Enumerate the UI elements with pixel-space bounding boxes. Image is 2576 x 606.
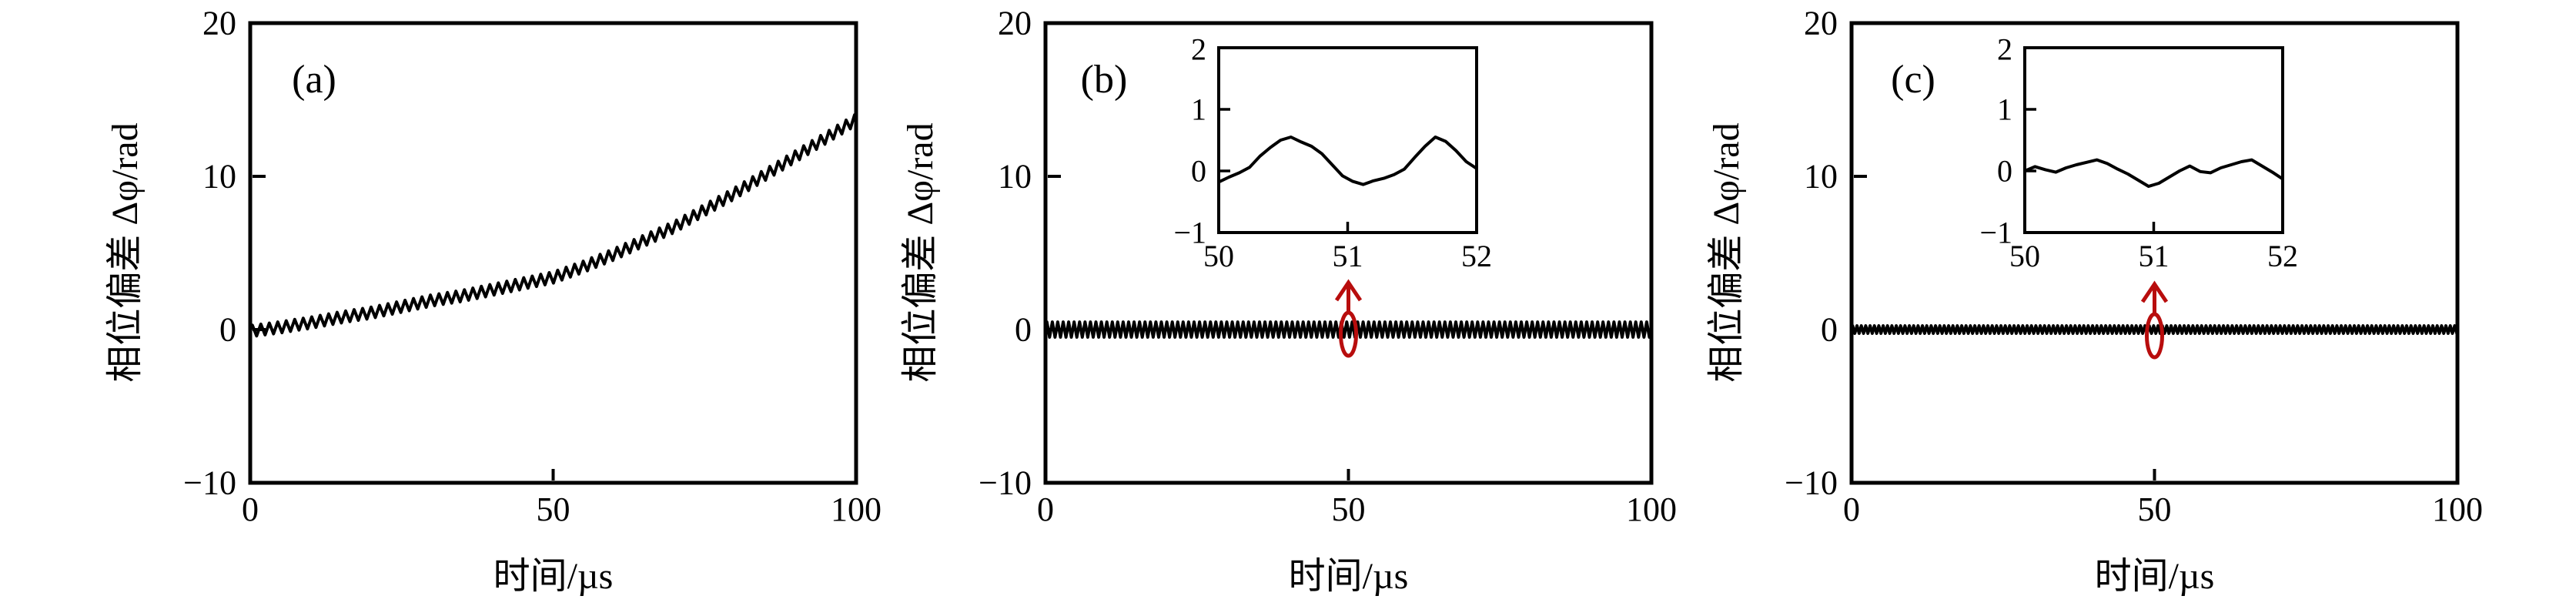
- ytick-label: −10: [1785, 464, 1838, 502]
- inset-xtick-label: 50: [2009, 239, 2040, 273]
- inset-xtick-label: 51: [2139, 239, 2170, 273]
- inset-xtick-label: 50: [1203, 239, 1234, 273]
- inset-frame: [2023, 46, 2284, 234]
- zoom-annotation-b: [1334, 279, 1363, 358]
- y-axis-title: 相位偏差 Δφ/rad: [105, 122, 146, 382]
- inset-ytick-label: 1: [1997, 92, 2012, 127]
- xtick-label: 0: [1843, 490, 1860, 528]
- panel-label-b: (b): [1081, 58, 1128, 102]
- panel-label-c: (c): [1891, 58, 1935, 102]
- ytick-label: 20: [998, 5, 1032, 42]
- panel-b-frame: [1043, 21, 1654, 485]
- inset-ytick-label: −1: [1979, 216, 2012, 250]
- panel-c-curve: [1850, 324, 2459, 335]
- inset-xtick-label: 51: [1333, 239, 1363, 273]
- ytick-label: 0: [1821, 311, 1838, 349]
- panel-label-a: (a): [292, 58, 336, 102]
- panel-b-curve: [1044, 320, 1653, 339]
- x-axis-title: 时间/µs: [2095, 556, 2215, 597]
- xtick-label: 50: [537, 490, 570, 528]
- ytick-label: 20: [202, 5, 236, 42]
- ytick-label: −10: [979, 464, 1032, 502]
- up-arrow-head-icon: [2140, 280, 2169, 303]
- y-axis-title: 相位偏差 Δφ/rad: [1706, 122, 1747, 382]
- ytick-label: 0: [219, 311, 236, 349]
- inset-ytick-label: 2: [1997, 32, 2012, 67]
- xtick-label: 0: [242, 490, 259, 528]
- xtick-label: 100: [831, 490, 882, 528]
- panel-c: 20 10 0 −10 0 50 100 时间/µs 相位偏差 Δφ/rad (…: [1706, 5, 2483, 598]
- inset-xtick-label: 52: [2267, 239, 2298, 273]
- zoom-region-ellipse: [1339, 310, 1358, 358]
- inset-ytick-label: 2: [1191, 32, 1206, 67]
- ytick-label: 20: [1804, 5, 1838, 42]
- xtick-label: 0: [1037, 490, 1054, 528]
- panel-a: 20 10 0 −10 0 50 100 时间/µs 相位偏差 Δφ/rad (…: [105, 5, 882, 598]
- inset-ytick-label: 0: [1191, 154, 1206, 189]
- x-axis-title: 时间/µs: [493, 556, 614, 597]
- panel-b-inset: 2 1 0 −1 50 51 52: [1173, 32, 1492, 274]
- inset-frame: [1217, 46, 1478, 234]
- zoom-region-ellipse: [2145, 312, 2164, 360]
- inset-curve: [1218, 136, 1478, 186]
- inset-ytick-label: 0: [1997, 154, 2012, 189]
- xtick-label: 50: [1332, 490, 1366, 528]
- xtick-label: 50: [2138, 490, 2172, 528]
- x-axis-title: 时间/µs: [1289, 556, 1409, 597]
- inset-ytick-label: 1: [1191, 92, 1206, 127]
- inset-curve: [2024, 158, 2284, 188]
- panel-a-curve: [249, 113, 858, 338]
- ytick-label: 10: [202, 158, 236, 196]
- inset-ytick-label: −1: [1173, 216, 1206, 250]
- panel-c-inset: 2 1 0 −1 50 51 52: [1979, 32, 2298, 274]
- ytick-label: 10: [1804, 158, 1838, 196]
- y-axis-title: 相位偏差 Δφ/rad: [900, 122, 941, 382]
- ytick-label: 0: [1015, 311, 1032, 349]
- panel-c-frame: [1849, 21, 2460, 485]
- panel-a-frame: [248, 21, 858, 485]
- xtick-label: 100: [1626, 490, 1677, 528]
- zoom-annotation-c: [2140, 280, 2169, 360]
- inset-xtick-label: 52: [1461, 239, 1492, 273]
- panel-b: 20 10 0 −10 0 50 100 时间/µs 相位偏差 Δφ/rad (…: [900, 5, 1677, 598]
- xtick-label: 100: [2432, 490, 2483, 528]
- up-arrow-head-icon: [1334, 279, 1363, 302]
- ytick-label: −10: [183, 464, 236, 502]
- ytick-label: 10: [998, 158, 1032, 196]
